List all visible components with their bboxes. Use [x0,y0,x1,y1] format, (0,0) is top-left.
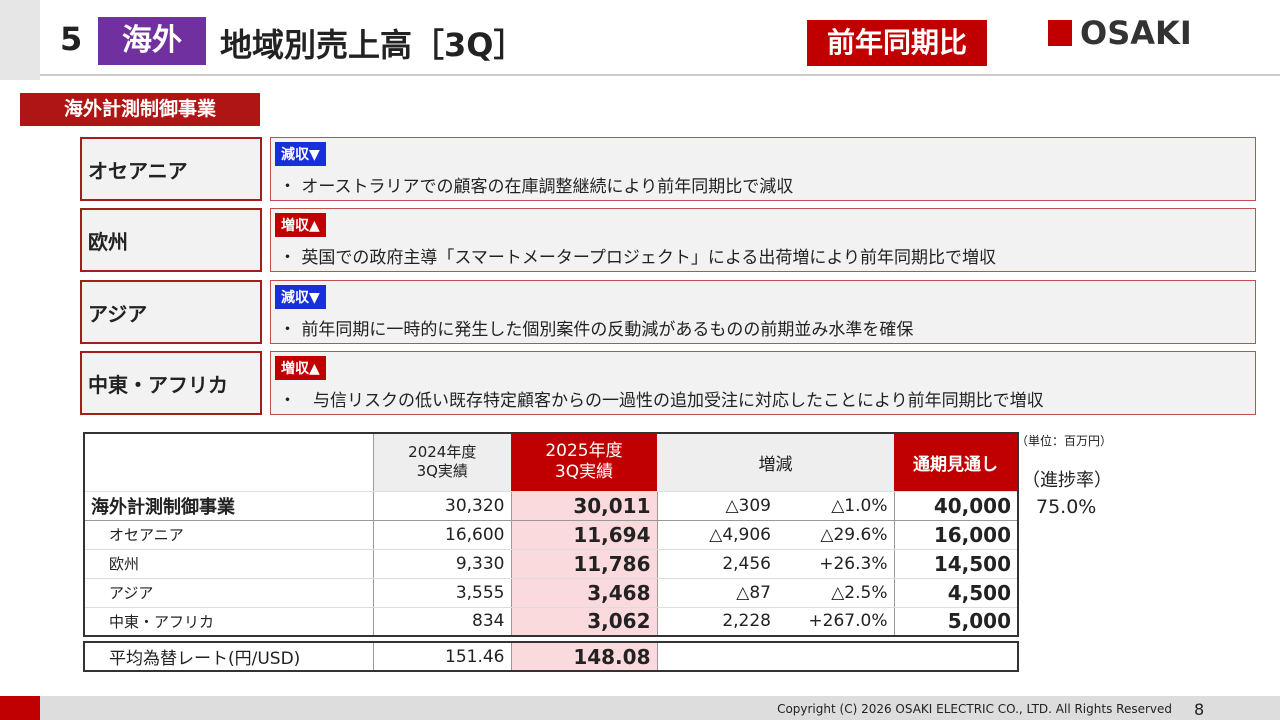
cell: 151.46 [373,642,512,672]
comment: ・ 前年同期に一時的に発生した個別案件の反動減があるものの前期並み水準を確保 [279,320,914,340]
cell: 平均為替レート(円/USD) [84,642,374,672]
cell: 11,786 [511,549,658,579]
cell: △87 [657,578,777,608]
rate-table: 平均為替レート(円/USD) 151.46 148.08 [83,641,1019,672]
table-row: 海外計測制御事業 30,320 30,011 △309 △1.0% 40,000 [84,491,1018,521]
region-name: オセアニア [80,137,262,201]
cell: △4,906 [657,520,777,550]
header-rule [40,74,1280,76]
cell: 3,468 [511,578,658,608]
region-box: 増収▲ ・ 英国での政府主導「スマートメータープロジェクト」による出荷増により前年… [270,208,1256,272]
cell [657,642,1018,672]
header-line: 3Q実績 [554,462,614,483]
header-badge: 前年同期比 [807,20,987,66]
header-row: 2024年度 3Q実績 2025年度 3Q実績 増減 通期見通し [84,433,1018,492]
comment: ・ 与信リスクの低い既存特定顧客からの一過性の追加受注に対応したことにより前年同… [279,391,1044,411]
cell: △309 [657,491,777,521]
header-line: 2024年度 [408,443,477,462]
logo: OSAKI [1080,14,1192,52]
region-box: 減収▼ ・ 前年同期に一時的に発生した個別案件の反動減があるものの前期並み水準を確… [270,280,1256,344]
cell: 30,011 [511,491,658,521]
header-line: 3Q実績 [416,462,468,481]
unit: （単位：百万円） [1016,434,1113,448]
region-name: 欧州 [80,208,262,272]
table-row: アジア 3,555 3,468 △87 △2.5% 4,500 [84,578,1018,608]
section-number: 5 [60,20,83,58]
cell: 16,000 [894,520,1018,550]
page-number: 8 [1194,700,1205,719]
cell: 14,500 [894,549,1018,579]
section-label: 海外計測制御事業 [20,93,260,126]
header-tag: 海外 [98,17,206,65]
cell: 16,600 [373,520,512,550]
cell: 834 [373,607,512,637]
footer-mark [0,696,40,720]
cell: 3,062 [511,607,658,637]
cell: 中東・アフリカ [84,607,374,637]
sales-table: 2024年度 3Q実績 2025年度 3Q実績 増減 通期見通し 海外計測制御事業 3… [83,432,1019,637]
progress-label: （進捗率） [1022,470,1112,491]
cell: △2.5% [777,578,895,608]
cell: 9,330 [373,549,512,579]
region-name: アジア [80,280,262,344]
header-cell [84,433,374,492]
cell: 5,000 [894,607,1018,637]
header-cell: 2025年度 3Q実績 [511,433,657,492]
status: 減収▼ [275,285,326,309]
cell: 4,500 [894,578,1018,608]
cell: 海外計測制御事業 [84,491,374,521]
header-cell: 増減 [657,433,894,492]
status: 増収▲ [275,356,326,380]
table-row: 欧州 9,330 11,786 2,456 +26.3% 14,500 [84,549,1018,579]
cell: 2,456 [657,549,777,579]
table-row: 中東・アフリカ 834 3,062 2,228 +267.0% 5,000 [84,607,1018,637]
rate-row: 平均為替レート(円/USD) 151.46 148.08 [84,642,1018,672]
cell: 11,694 [511,520,658,550]
cell: 3,555 [373,578,512,608]
cell: △29.6% [777,520,895,550]
status: 減収▼ [275,142,326,166]
comment: ・ 英国での政府主導「スマートメータープロジェクト」による出荷増により前年同期比… [279,248,997,268]
cell: オセアニア [84,520,374,550]
table-row: オセアニア 16,600 11,694 △4,906 △29.6% 16,000 [84,520,1018,550]
cell: アジア [84,578,374,608]
logo-mark [1048,20,1072,46]
cell: +26.3% [777,549,895,579]
region-box: 増収▲ ・ 与信リスクの低い既存特定顧客からの一過性の追加受注に対応したことにより… [270,351,1256,415]
cell: +267.0% [777,607,895,637]
status: 増収▲ [275,213,326,237]
cell: 148.08 [511,642,658,672]
comment: ・ オーストラリアでの顧客の在庫調整継続により前年同期比で減収 [279,177,794,197]
copyright: Copyright (C) 2026 OSAKI ELECTRIC CO., L… [777,702,1172,716]
header-line: 2025年度 [545,441,623,462]
region-name: 中東・アフリカ [80,351,262,415]
left-bar [0,0,40,80]
header-cell: 通期見通し [894,433,1018,492]
header-cell: 2024年度 3Q実績 [373,433,511,492]
cell: 30,320 [373,491,512,521]
cell: 2,228 [657,607,777,637]
region-box: 減収▼ ・ オーストラリアでの顧客の在庫調整継続により前年同期比で減収 [270,137,1256,201]
page-title: 地域別売上高［3Q］ [220,26,526,64]
cell: 欧州 [84,549,374,579]
footer-bar [0,696,1280,720]
progress: 75.0% [1036,496,1097,518]
cell: 40,000 [894,491,1018,521]
cell: △1.0% [777,491,895,521]
